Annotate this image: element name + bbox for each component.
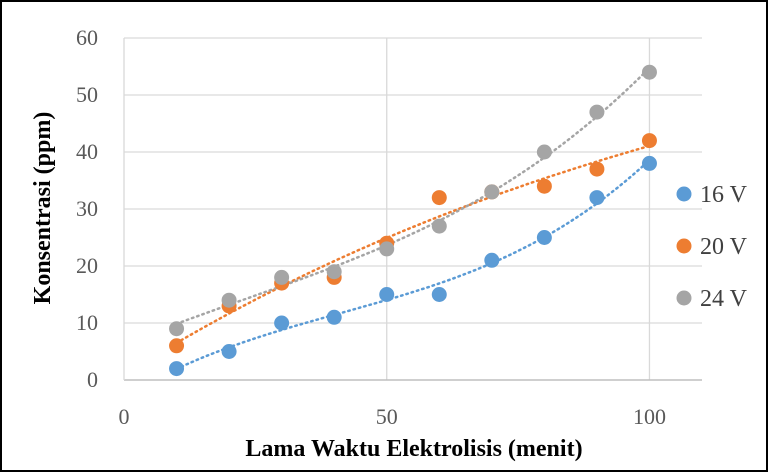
legend-label: 20 V [700,234,748,260]
axes [123,38,702,381]
gridlines [124,37,702,380]
data-point-series-0 [274,315,290,331]
x-axis-title: Lama Waktu Elektrolisis (menit) [245,436,582,462]
trendline-series-1 [175,144,651,345]
data-point-series-0 [431,287,447,302]
data-point-series-0 [536,230,552,245]
data-point-series-1 [431,190,447,206]
data-point-series-0 [326,309,342,325]
data-point-series-1 [536,178,552,194]
data-point-series-2 [589,104,605,120]
legend: 16 V 20 V 24 V [676,182,748,312]
data-points [169,64,657,377]
y-tick-label: 40 [76,139,98,164]
data-point-series-0 [484,252,500,268]
legend-marker [676,238,692,254]
x-tick-label: 100 [633,404,666,429]
data-point-series-2 [536,144,552,160]
data-point-series-2 [326,264,342,280]
data-point-series-1 [641,133,657,149]
data-point-series-0 [221,344,237,359]
data-point-series-0 [169,361,185,377]
trendline-series-2 [175,66,651,326]
legend-label: 16 V [700,182,748,208]
y-tick-label: 20 [76,253,98,278]
data-point-series-2 [221,292,237,308]
y-tick-label: 10 [76,310,98,335]
data-point-series-0 [589,190,605,206]
legend-marker [676,290,692,306]
data-point-series-2 [274,269,290,285]
data-point-series-2 [169,321,185,337]
x-tick-label: 50 [376,404,398,429]
data-point-series-2 [379,241,395,257]
data-point-series-2 [484,184,500,200]
legend-marker [676,186,692,202]
data-point-series-1 [169,338,185,354]
data-point-series-2 [431,218,447,234]
y-tick-label: 30 [76,196,98,221]
data-point-series-0 [641,155,657,171]
trendline-series-0 [175,158,651,371]
legend-label: 24 V [700,286,748,312]
tick-labels: 0 10 20 30 40 50 60 0 50 100 [76,25,666,429]
data-point-series-2 [641,64,657,80]
y-tick-label: 60 [76,25,98,50]
x-tick-label: 0 [119,404,130,429]
data-point-series-1 [589,161,605,177]
y-axis-title: Konsentrasi (ppm) [30,112,56,305]
y-tick-label: 0 [87,367,98,392]
data-point-series-0 [379,287,395,302]
trendlines [175,66,651,371]
y-tick-label: 50 [76,82,98,107]
